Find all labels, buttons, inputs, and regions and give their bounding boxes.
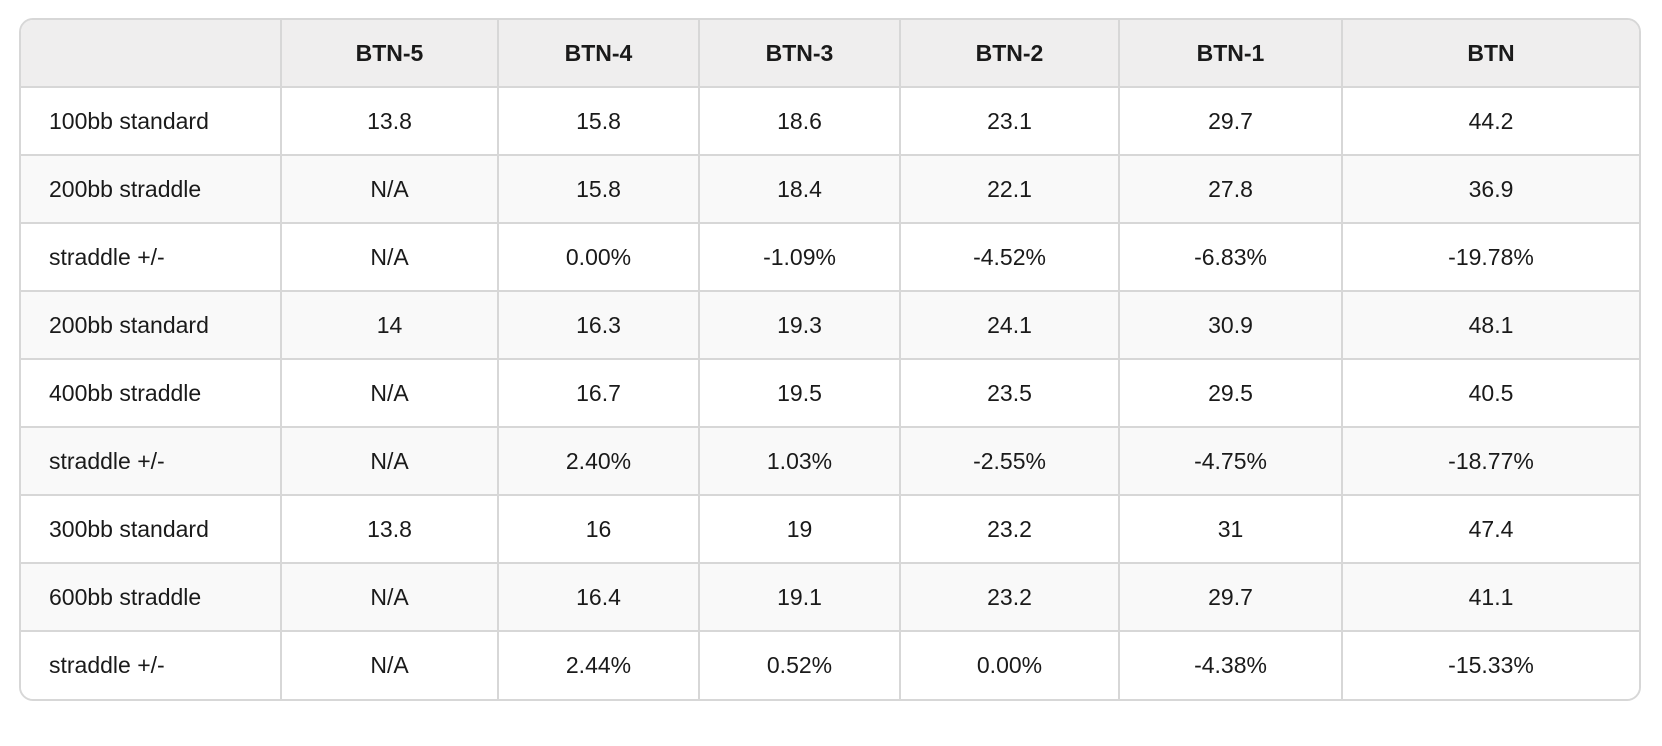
table-cell: -19.78% — [1342, 223, 1639, 292]
table-cell: 29.7 — [1119, 87, 1343, 156]
table-row: straddle +/- N/A 0.00% -1.09% -4.52% -6.83% -1… — [21, 223, 1639, 292]
table-cell: 19 — [699, 495, 901, 564]
column-header: BTN-3 — [699, 20, 901, 88]
table-cell: -4.75% — [1119, 427, 1343, 496]
table-cell: 31 — [1119, 495, 1343, 564]
table-row: straddle +/- N/A 2.40% 1.03% -2.55% -4.75% -18… — [21, 427, 1639, 496]
table-cell: 14 — [281, 291, 499, 360]
column-header: BTN-1 — [1119, 20, 1343, 88]
table-row: 300bb standard 13.8 16 19 23.2 31 47.4 — [21, 495, 1639, 564]
column-header — [21, 20, 282, 88]
table-cell: 2.44% — [498, 631, 700, 699]
table-cell: 16.3 — [498, 291, 700, 360]
table-cell: N/A — [281, 155, 499, 224]
table-cell: -15.33% — [1342, 631, 1639, 699]
row-label: 600bb straddle — [21, 563, 282, 632]
table-cell: 19.3 — [699, 291, 901, 360]
table-cell: 22.1 — [900, 155, 1120, 224]
table-cell: 41.1 — [1342, 563, 1639, 632]
table-cell: N/A — [281, 563, 499, 632]
position-stats-table: BTN-5 BTN-4 BTN-3 BTN-2 BTN-1 BTN 100bb … — [21, 20, 1639, 699]
table-cell: 18.6 — [699, 87, 901, 156]
column-header: BTN-4 — [498, 20, 700, 88]
table-cell: N/A — [281, 631, 499, 699]
table-cell: N/A — [281, 223, 499, 292]
table-cell: 1.03% — [699, 427, 901, 496]
table-cell: 23.2 — [900, 495, 1120, 564]
data-table-container: BTN-5 BTN-4 BTN-3 BTN-2 BTN-1 BTN 100bb … — [19, 18, 1641, 701]
row-label: 200bb straddle — [21, 155, 282, 224]
table-cell: 48.1 — [1342, 291, 1639, 360]
table-row: 600bb straddle N/A 16.4 19.1 23.2 29.7 41.1 — [21, 563, 1639, 632]
table-cell: 40.5 — [1342, 359, 1639, 428]
table-cell: -18.77% — [1342, 427, 1639, 496]
table-cell: -4.52% — [900, 223, 1120, 292]
table-row: 400bb straddle N/A 16.7 19.5 23.5 29.5 40.5 — [21, 359, 1639, 428]
table-row: 100bb standard 13.8 15.8 18.6 23.1 29.7 44.2 — [21, 87, 1639, 156]
table-cell: 23.5 — [900, 359, 1120, 428]
table-cell: 0.52% — [699, 631, 901, 699]
table-cell: 24.1 — [900, 291, 1120, 360]
table-cell: 0.00% — [900, 631, 1120, 699]
table-cell: 15.8 — [498, 87, 700, 156]
table-header-row: BTN-5 BTN-4 BTN-3 BTN-2 BTN-1 BTN — [21, 20, 1639, 88]
table-cell: 23.2 — [900, 563, 1120, 632]
table-cell: 29.5 — [1119, 359, 1343, 428]
table-cell: 2.40% — [498, 427, 700, 496]
table-row: 200bb standard 14 16.3 19.3 24.1 30.9 48.1 — [21, 291, 1639, 360]
table-cell: 16.7 — [498, 359, 700, 428]
column-header: BTN-2 — [900, 20, 1120, 88]
table-cell: 44.2 — [1342, 87, 1639, 156]
table-cell: 47.4 — [1342, 495, 1639, 564]
table-cell: 13.8 — [281, 495, 499, 564]
row-label: straddle +/- — [21, 427, 282, 496]
table-cell: 23.1 — [900, 87, 1120, 156]
table-cell: -4.38% — [1119, 631, 1343, 699]
row-label: 100bb standard — [21, 87, 282, 156]
table-cell: 15.8 — [498, 155, 700, 224]
column-header: BTN — [1342, 20, 1639, 88]
table-cell: 27.8 — [1119, 155, 1343, 224]
table-row: 200bb straddle N/A 15.8 18.4 22.1 27.8 36.9 — [21, 155, 1639, 224]
row-label: 200bb standard — [21, 291, 282, 360]
table-cell: 16 — [498, 495, 700, 564]
table-cell: 29.7 — [1119, 563, 1343, 632]
column-header: BTN-5 — [281, 20, 499, 88]
table-cell: 18.4 — [699, 155, 901, 224]
table-cell: N/A — [281, 427, 499, 496]
table-cell: 16.4 — [498, 563, 700, 632]
row-label: 400bb straddle — [21, 359, 282, 428]
table-cell: 19.5 — [699, 359, 901, 428]
table-cell: 0.00% — [498, 223, 700, 292]
row-label: straddle +/- — [21, 631, 282, 699]
table-cell: -1.09% — [699, 223, 901, 292]
table-row: straddle +/- N/A 2.44% 0.52% 0.00% -4.38% -15.… — [21, 631, 1639, 699]
table-cell: -2.55% — [900, 427, 1120, 496]
row-label: straddle +/- — [21, 223, 282, 292]
row-label: 300bb standard — [21, 495, 282, 564]
table-cell: N/A — [281, 359, 499, 428]
table-cell: -6.83% — [1119, 223, 1343, 292]
table-cell: 36.9 — [1342, 155, 1639, 224]
table-cell: 30.9 — [1119, 291, 1343, 360]
table-cell: 19.1 — [699, 563, 901, 632]
table-cell: 13.8 — [281, 87, 499, 156]
